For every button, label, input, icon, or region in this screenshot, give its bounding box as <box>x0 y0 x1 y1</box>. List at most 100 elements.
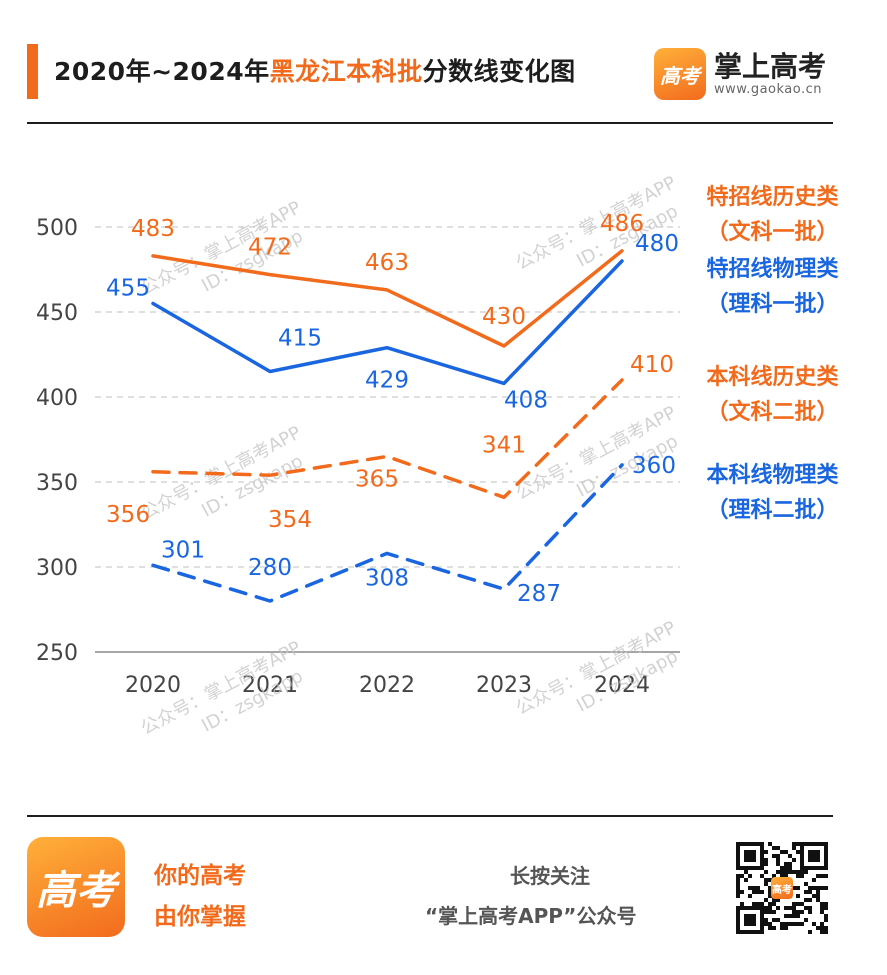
qr-module <box>784 922 788 926</box>
qr-module <box>796 886 800 890</box>
legend-sublabel: （文科一批） <box>706 220 839 245</box>
qr-module <box>768 922 772 926</box>
qr-module <box>796 914 800 918</box>
qr-module <box>768 906 772 910</box>
qr-module <box>756 886 760 890</box>
qr-module <box>820 922 824 926</box>
page-title: 2020年~2024年黑龙江本科批分数线变化图 <box>54 52 576 88</box>
qr-module <box>780 870 784 874</box>
data-label: 455 <box>106 276 150 302</box>
qr-module <box>792 914 796 918</box>
qr-module <box>784 862 788 866</box>
qr-module <box>768 878 772 882</box>
qr-module <box>736 874 740 878</box>
qr-module <box>792 846 796 850</box>
qr-module <box>772 926 776 930</box>
qr-module <box>780 922 784 926</box>
legend-teizhao-physics: 特招线物理类 （理科一批） <box>680 252 865 322</box>
qr-center-logo: 高考 <box>771 877 793 899</box>
qr-module <box>796 922 800 926</box>
qr-module <box>740 874 744 878</box>
follow-line-2: “掌上高考APP”公众号 <box>425 904 637 928</box>
qr-module <box>804 890 808 894</box>
qr-module <box>800 910 804 914</box>
qr-module <box>792 870 796 874</box>
qr-module <box>792 886 796 890</box>
qr-module <box>768 886 772 890</box>
qr-module <box>764 918 768 922</box>
qr-module <box>764 882 768 886</box>
footer-logo-text: 高考 <box>36 867 116 914</box>
qr-module <box>764 878 768 882</box>
qr-module <box>788 906 792 910</box>
qr-module <box>816 894 820 898</box>
data-label: 429 <box>365 368 409 394</box>
legend-label: 本科线物理类 <box>706 463 839 488</box>
x-tick-label: 2023 <box>476 673 532 698</box>
qr-module <box>796 870 800 874</box>
qr-module <box>788 862 792 866</box>
qr-module <box>820 902 824 906</box>
qr-module <box>776 854 780 858</box>
qr-module <box>820 930 824 934</box>
data-label: 356 <box>106 502 150 528</box>
qr-module <box>816 886 820 890</box>
qr-module <box>768 902 772 906</box>
qr-module <box>764 906 768 910</box>
title-accent-bar <box>27 44 38 99</box>
data-label: 472 <box>248 235 292 261</box>
qr-module <box>740 890 744 894</box>
qr-module <box>776 898 780 902</box>
qr-module <box>820 906 824 910</box>
qr-module <box>792 922 796 926</box>
qr-module <box>756 902 760 906</box>
qr-module <box>768 926 772 930</box>
legend-label: 本科线历史类 <box>706 365 839 390</box>
qr-module <box>788 870 792 874</box>
data-label: 341 <box>482 432 526 458</box>
qr-module <box>744 914 756 926</box>
qr-module <box>808 930 812 934</box>
qr-module <box>820 874 824 878</box>
x-tick-label: 2024 <box>594 673 650 698</box>
x-tick-label: 2020 <box>125 673 181 698</box>
qr-module <box>776 906 780 910</box>
qr-module <box>736 890 740 894</box>
qr-module <box>784 874 788 878</box>
qr-logo-text: 高考 <box>772 884 792 896</box>
qr-module <box>808 898 812 902</box>
data-label: 430 <box>482 304 526 330</box>
footer-divider <box>27 815 833 817</box>
qr-module <box>812 886 816 890</box>
qr-module <box>808 886 812 890</box>
qr-module <box>808 906 812 910</box>
series-line-2 <box>151 259 624 386</box>
qr-module <box>772 902 776 906</box>
qr-module <box>812 878 816 882</box>
qr-module <box>784 850 788 854</box>
follow-line-1: 长按关注 <box>510 864 590 888</box>
data-label: 410 <box>630 352 674 378</box>
qr-module <box>776 918 780 922</box>
data-label: 408 <box>504 387 548 413</box>
qr-module <box>736 882 740 886</box>
qr-module <box>780 850 784 854</box>
qr-module <box>800 874 804 878</box>
data-label: 365 <box>355 467 399 493</box>
qr-module <box>748 886 752 890</box>
qr-module <box>764 910 768 914</box>
qr-module <box>792 858 796 862</box>
qr-module <box>780 866 784 870</box>
qr-module <box>824 906 828 910</box>
y-tick-label: 300 <box>36 556 78 581</box>
data-label: 480 <box>635 231 679 257</box>
qr-module <box>796 894 800 898</box>
data-label: 360 <box>632 453 676 479</box>
qr-module <box>784 926 788 930</box>
legend-label: 特招线历史类 <box>706 185 839 210</box>
qr-module <box>776 870 780 874</box>
qr-module <box>776 858 780 862</box>
qr-module <box>780 926 784 930</box>
qr-module <box>788 922 792 926</box>
qr-module <box>796 874 800 878</box>
